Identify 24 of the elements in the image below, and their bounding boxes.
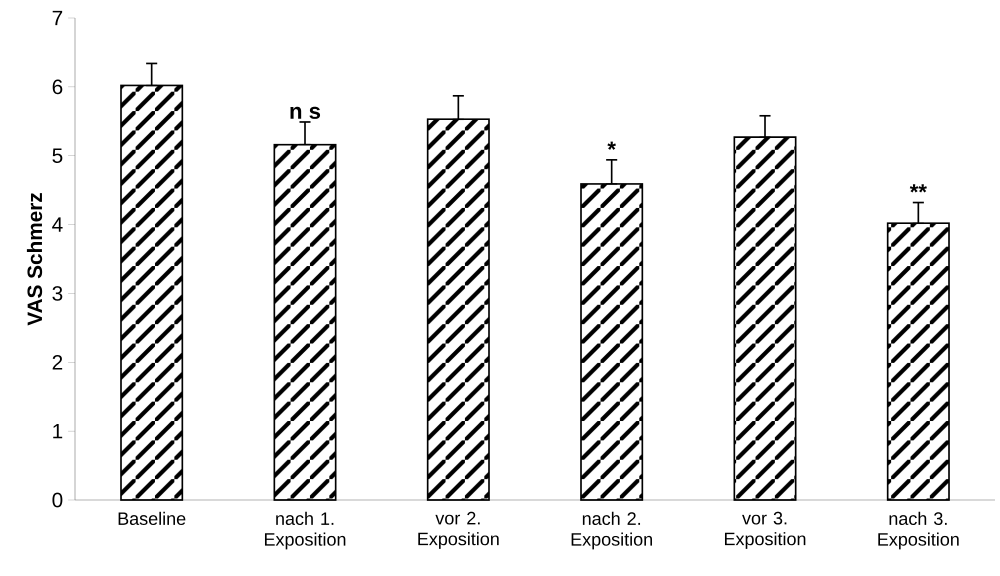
bar	[580, 183, 644, 501]
x-tick-label: nach 3. Exposition	[878, 512, 959, 550]
bar	[886, 222, 950, 501]
annotation: **	[910, 184, 927, 193]
x-tick-label: Baseline	[118, 512, 186, 526]
x-tick-label: vor 2. Exposition	[418, 512, 499, 549]
bar	[274, 144, 336, 501]
y-tick-label: 6	[52, 80, 62, 94]
x-tick-label: nach 1. Exposition	[264, 512, 346, 550]
x-tick-label: nach 2. Exposition	[572, 512, 652, 550]
bar	[426, 118, 490, 501]
bar	[120, 84, 184, 501]
y-tick-label: 2	[52, 355, 62, 370]
annotation: *	[607, 142, 616, 150]
y-tick-label: 5	[52, 148, 62, 163]
y-axis-title: VAS Schmerz	[26, 193, 42, 326]
x-tick-label: vor 3. Exposition	[724, 512, 806, 549]
annotation: n s	[290, 106, 320, 119]
y-tick-label: 3	[52, 286, 62, 301]
y-tick-label: 0	[52, 492, 62, 508]
y-tick-label: 1	[53, 424, 62, 438]
y-tick-label: 4	[52, 217, 63, 232]
bar	[734, 136, 797, 501]
y-tick-label: 7	[52, 10, 62, 26]
